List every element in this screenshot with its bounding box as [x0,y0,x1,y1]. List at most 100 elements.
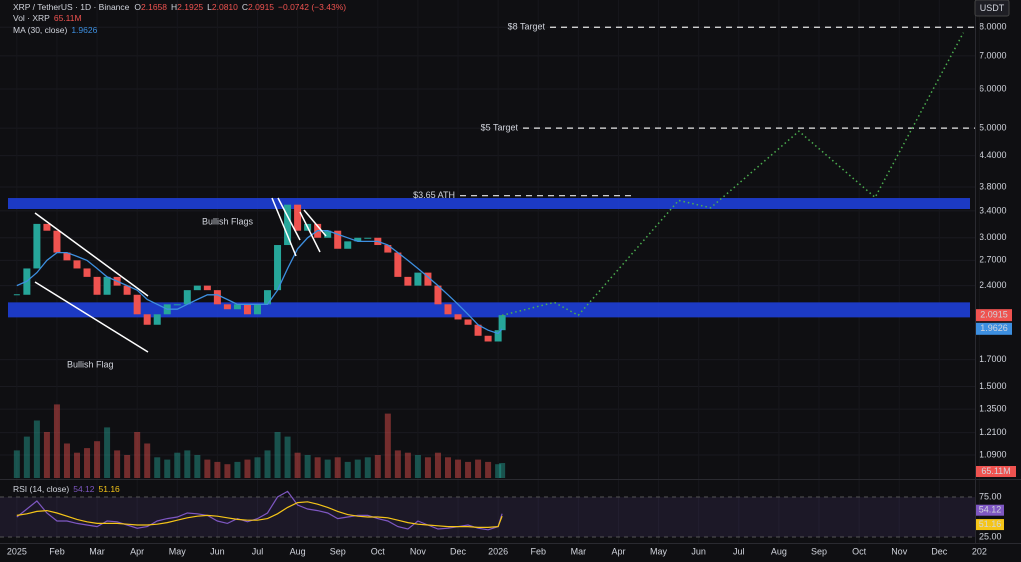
candle [384,245,392,253]
ohlc-value: 2.0915 [248,2,274,12]
candle [294,204,302,231]
candle [133,294,141,315]
ma-value: 1.9626 [71,25,97,35]
x-tick-label: Oct [852,546,867,556]
candle [173,304,181,306]
volume-bar [344,461,351,478]
volume-bar [224,464,231,478]
candle [454,314,462,320]
volume-bar [434,452,441,478]
y-tick-label: 5.0000 [979,123,1007,133]
rsi-ma-value: 51.16 [99,484,121,494]
candle [73,260,81,269]
currency-box[interactable] [974,0,1010,17]
volume-bar [324,459,331,478]
close-box [976,309,1012,322]
close-label: 2.0915 [980,310,1008,320]
rsi-tick-label: 75.00 [979,491,1002,501]
candle [213,290,221,305]
y-tick-label: 6.0000 [979,83,1007,93]
y-tick-label: 8.0000 [979,22,1007,32]
x-tick-label: Sep [811,546,827,556]
candle [484,335,492,342]
candle [434,285,442,305]
candle [284,204,292,246]
x-tick-label: Jul [733,546,745,556]
y-tick-label: 1.3500 [979,403,1007,413]
candle [444,304,452,315]
volume-bar [114,450,121,478]
candle [274,245,282,291]
x-tick-label: Feb [530,546,546,556]
ma-label: MA (30, close) [13,25,67,35]
rsi-box [976,504,1004,516]
x-tick-label: May [169,546,187,556]
y-tick-label: 1.5000 [979,381,1007,391]
volume-bar [204,459,211,478]
volume-bar [495,464,502,478]
candle [474,324,482,336]
x-tick-label: Oct [371,546,386,556]
volume-bar [104,427,111,478]
y-tick-label: 2.7000 [979,255,1007,265]
volume-bar [53,404,60,478]
y-tick-label: 7.0000 [979,50,1007,60]
candle [394,252,402,277]
volume-bar [244,459,251,478]
legend-line: RSI (14, close) 54.12 51.16 [13,484,120,494]
change: −0.0742 (−3.43%) [278,2,346,12]
volume-bar [174,452,181,478]
candle [344,241,352,249]
volume-bar [455,459,462,478]
candle [123,285,131,295]
candle [93,276,101,295]
x-tick-label: Apr [130,546,144,556]
x-tick-label: Dec [931,546,948,556]
ma-line [16,230,503,335]
volume-bar [424,457,431,478]
volume-bar [164,459,171,478]
target-label: $3.65 ATH [413,190,455,200]
volume-bar [294,452,301,478]
volume-bar [13,450,20,478]
candle [354,237,362,242]
currency[interactable]: USDT [980,3,1005,13]
flag-line [277,197,301,241]
volume-bar [334,457,341,478]
legend-line: Vol · XRP 65.11M [13,13,82,23]
rsi-tick-label: 25.00 [979,531,1002,541]
rsi-value: 54.12 [73,484,95,494]
candle [414,272,422,286]
rsi-band [0,497,975,537]
ohlc-key: H [171,2,177,12]
ohlc-value: 2.0810 [212,2,238,12]
rsi-label: RSI (14, close) [13,484,69,494]
volume-bar [384,413,391,478]
flag-line [299,211,321,253]
candle [83,268,91,277]
candle [223,304,231,310]
target-label: $8 Target [508,22,546,32]
flag-line [303,209,327,237]
volume-bar [84,448,91,478]
volume-bar [444,457,451,478]
volume-bar [74,452,81,478]
volume-bar [184,450,191,478]
candle [264,290,272,305]
volume-box [976,466,1016,477]
y-tick-label: 3.0000 [979,232,1007,242]
candle [203,285,211,291]
candle [253,304,261,315]
candle [424,272,432,286]
candle [494,330,502,342]
volume-bar [274,432,281,478]
x-tick-label: Sep [330,546,346,556]
candle [143,314,151,325]
y-tick-label: 3.8000 [979,181,1007,191]
volume-bar [254,457,261,478]
ma-label: 1.9626 [980,323,1008,333]
x-tick-label: 202 [972,546,987,556]
volume-bar [234,461,241,478]
y-tick-label: 1.2100 [979,427,1007,437]
x-tick-label: May [650,546,668,556]
